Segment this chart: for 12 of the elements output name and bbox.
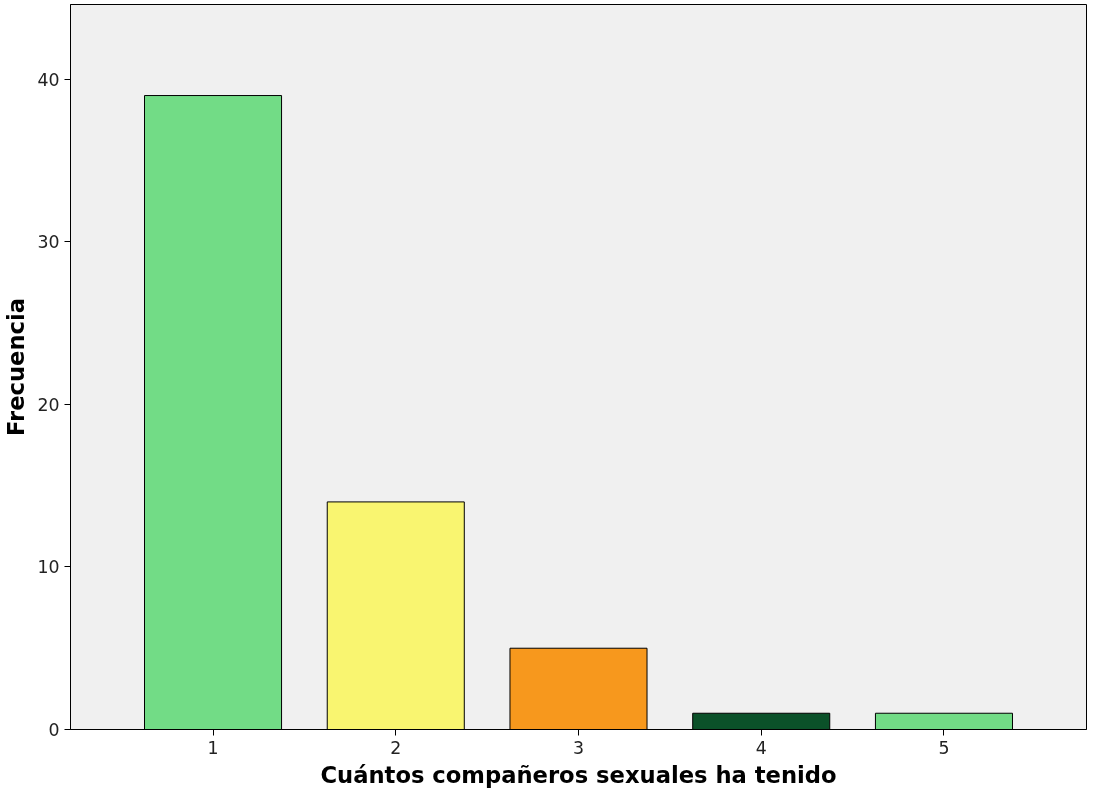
y-tick-label: 40 [37,69,60,90]
y-axis-title: Frecuencia [3,297,30,437]
y-tick-label: 30 [37,232,60,253]
x-axis-title: Cuántos compañeros sexuales ha tenido [320,761,837,788]
x-tick-label: 2 [390,737,402,758]
y-tick-label: 10 [37,557,60,578]
y-tick-label: 0 [48,720,60,740]
x-tick-label: 1 [207,737,219,758]
x-tick-label: 3 [572,737,585,758]
x-tick-label: 4 [755,737,767,758]
y-tick-label: 20 [37,394,60,415]
x-tick-label: 5 [938,737,950,758]
